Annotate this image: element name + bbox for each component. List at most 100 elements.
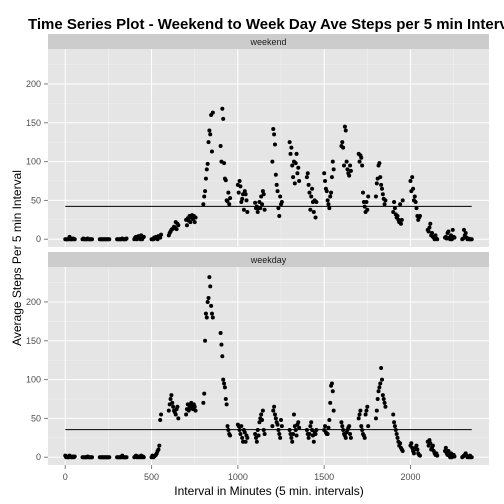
- data-point: [400, 449, 405, 454]
- data-point: [258, 206, 263, 211]
- data-point: [290, 439, 295, 444]
- data-point: [308, 207, 313, 212]
- data-point: [427, 225, 432, 230]
- strip-background: [48, 34, 489, 49]
- data-point: [296, 420, 301, 425]
- data-point: [221, 116, 226, 121]
- data-point: [398, 441, 403, 446]
- data-point: [107, 455, 112, 460]
- data-point: [204, 315, 209, 320]
- data-point: [326, 202, 331, 207]
- data-point: [193, 215, 198, 220]
- chart-title: Time Series Plot - Weekend to Week Day A…: [28, 16, 504, 33]
- data-point: [394, 431, 399, 436]
- data-point: [383, 198, 388, 203]
- data-point: [347, 424, 352, 429]
- data-point: [294, 151, 299, 156]
- data-point: [174, 227, 179, 232]
- data-point: [309, 194, 314, 199]
- data-point: [392, 206, 397, 211]
- data-point: [158, 235, 163, 240]
- data-point: [292, 181, 297, 186]
- data-point: [414, 443, 419, 448]
- data-point: [392, 420, 397, 425]
- data-point: [309, 420, 314, 425]
- data-point: [297, 179, 302, 183]
- data-point: [380, 192, 385, 197]
- data-point: [378, 381, 383, 386]
- y-axis-label: Average Steps Per 5 min Interval: [10, 170, 24, 346]
- data-point: [328, 194, 333, 199]
- data-points: [63, 275, 474, 460]
- y-tick-label: 150: [26, 118, 41, 128]
- data-point: [201, 202, 206, 207]
- data-point: [272, 404, 277, 409]
- data-point: [287, 140, 292, 145]
- data-point: [262, 207, 267, 212]
- data-point: [357, 159, 362, 164]
- data-point: [168, 397, 173, 401]
- y-tick-label: 200: [26, 297, 41, 307]
- data-point: [228, 433, 233, 438]
- data-point: [395, 213, 400, 218]
- data-point: [348, 168, 353, 173]
- data-point: [461, 236, 466, 241]
- data-point: [328, 400, 333, 405]
- data-point: [306, 435, 311, 440]
- data-point: [408, 179, 413, 183]
- strip-background: [48, 252, 489, 267]
- y-tick-label: 150: [26, 336, 41, 346]
- data-point: [256, 433, 261, 438]
- panel-weekend: weekend 0 50 100 150 200: [26, 34, 489, 247]
- y-tick-label: 200: [26, 79, 41, 89]
- data-point: [237, 179, 242, 183]
- data-point: [72, 454, 77, 459]
- data-point: [295, 171, 300, 176]
- x-tick-label: 2000: [400, 472, 420, 482]
- data-point: [192, 404, 197, 409]
- data-point: [188, 220, 193, 225]
- data-point: [156, 447, 161, 452]
- data-point: [270, 159, 275, 164]
- data-point: [166, 408, 171, 413]
- data-point: [327, 206, 332, 211]
- data-point: [364, 199, 369, 204]
- data-point: [410, 175, 415, 180]
- data-point: [72, 237, 77, 242]
- data-point: [243, 439, 248, 444]
- x-tick-label: 1500: [314, 472, 334, 482]
- data-point: [278, 194, 283, 199]
- data-point: [307, 190, 312, 195]
- data-point: [329, 190, 334, 195]
- data-point: [240, 435, 245, 440]
- data-point: [253, 200, 258, 205]
- data-point: [288, 151, 293, 156]
- data-point: [345, 167, 350, 172]
- data-point: [220, 106, 225, 111]
- data-point: [291, 412, 296, 417]
- data-point: [430, 443, 435, 448]
- data-point: [362, 435, 367, 440]
- data-point: [413, 199, 418, 204]
- data-point: [304, 175, 309, 180]
- data-point: [291, 175, 296, 180]
- data-point: [427, 438, 432, 443]
- data-point: [297, 425, 302, 430]
- data-point: [209, 303, 214, 308]
- data-point: [277, 431, 282, 436]
- data-point: [382, 202, 387, 207]
- data-point: [222, 161, 227, 166]
- data-point: [435, 237, 440, 242]
- data-point: [124, 455, 129, 460]
- data-point: [417, 213, 422, 218]
- data-point: [415, 447, 420, 452]
- data-point: [203, 311, 208, 316]
- y-tick-label: 0: [36, 234, 41, 244]
- data-point: [141, 234, 146, 239]
- data-point: [173, 412, 178, 417]
- data-point: [210, 315, 215, 320]
- data-point: [391, 412, 396, 417]
- data-point: [275, 189, 280, 194]
- data-point: [202, 194, 207, 199]
